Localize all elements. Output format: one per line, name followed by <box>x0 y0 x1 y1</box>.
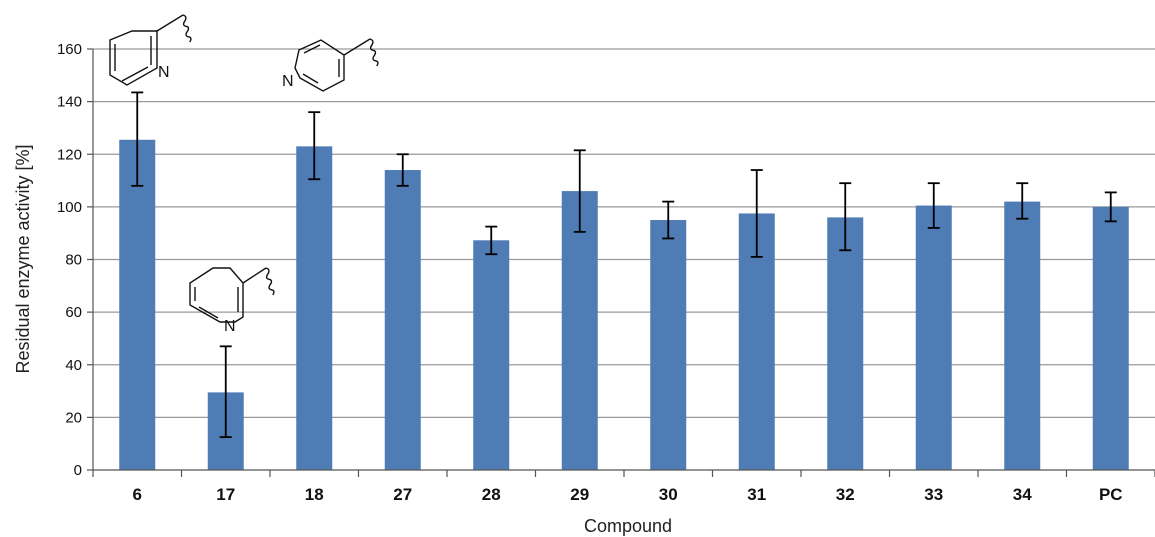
bar-PC <box>1092 206 1129 470</box>
y-tick-label-120: 120 <box>57 146 82 163</box>
y-axis-title: Residual enzyme activity [%] <box>13 144 33 373</box>
bars <box>119 139 1129 471</box>
category-label-32: 32 <box>836 485 855 504</box>
category-label-31: 31 <box>747 485 766 504</box>
y-tick-label-100: 100 <box>57 199 82 216</box>
bar-28 <box>473 240 510 470</box>
category-label-18: 18 <box>305 485 324 504</box>
pyridin-2-yl-nitrogen: N <box>158 64 170 81</box>
x-tick-labels: 6 17 18 27 28 29 30 31 32 33 34 PC <box>133 485 1123 504</box>
y-tick-label-40: 40 <box>65 357 82 374</box>
grid-lines <box>93 48 1155 418</box>
y-tick-label-160: 160 <box>57 41 82 58</box>
category-label-29: 29 <box>570 485 589 504</box>
y-tick-labels: 0 20 40 60 80 100 120 140 160 <box>57 41 82 479</box>
pyridin-2-yl-structure <box>109 14 192 86</box>
bar-18 <box>296 146 333 470</box>
category-label-33: 33 <box>924 485 943 504</box>
bar-29 <box>561 191 598 470</box>
pyridin-4-yl-structure <box>294 38 379 92</box>
category-label-6: 6 <box>133 485 142 504</box>
category-label-17: 17 <box>216 485 235 504</box>
bar-33 <box>915 205 952 470</box>
category-label-PC: PC <box>1099 485 1123 504</box>
category-label-34: 34 <box>1013 485 1032 504</box>
pyridin-3-yl-structure <box>189 267 275 323</box>
category-label-28: 28 <box>482 485 501 504</box>
error-bars <box>131 91 1117 439</box>
y-tick-label-20: 20 <box>65 409 82 426</box>
bar-30 <box>650 220 687 470</box>
pyridin-3-yl-nitrogen: N <box>224 318 236 335</box>
y-tick-label-0: 0 <box>74 462 82 479</box>
bar-6 <box>119 139 156 470</box>
axes <box>87 48 1155 477</box>
y-tick-label-80: 80 <box>65 252 82 269</box>
pyridin-4-yl-nitrogen: N <box>282 73 294 90</box>
y-tick-label-60: 60 <box>65 304 82 321</box>
x-axis-title: Compound <box>584 516 672 536</box>
bar-34 <box>1004 201 1041 471</box>
category-label-27: 27 <box>393 485 412 504</box>
category-label-30: 30 <box>659 485 678 504</box>
y-tick-label-140: 140 <box>57 94 82 111</box>
bar-32 <box>827 217 864 470</box>
bar-27 <box>384 170 421 470</box>
